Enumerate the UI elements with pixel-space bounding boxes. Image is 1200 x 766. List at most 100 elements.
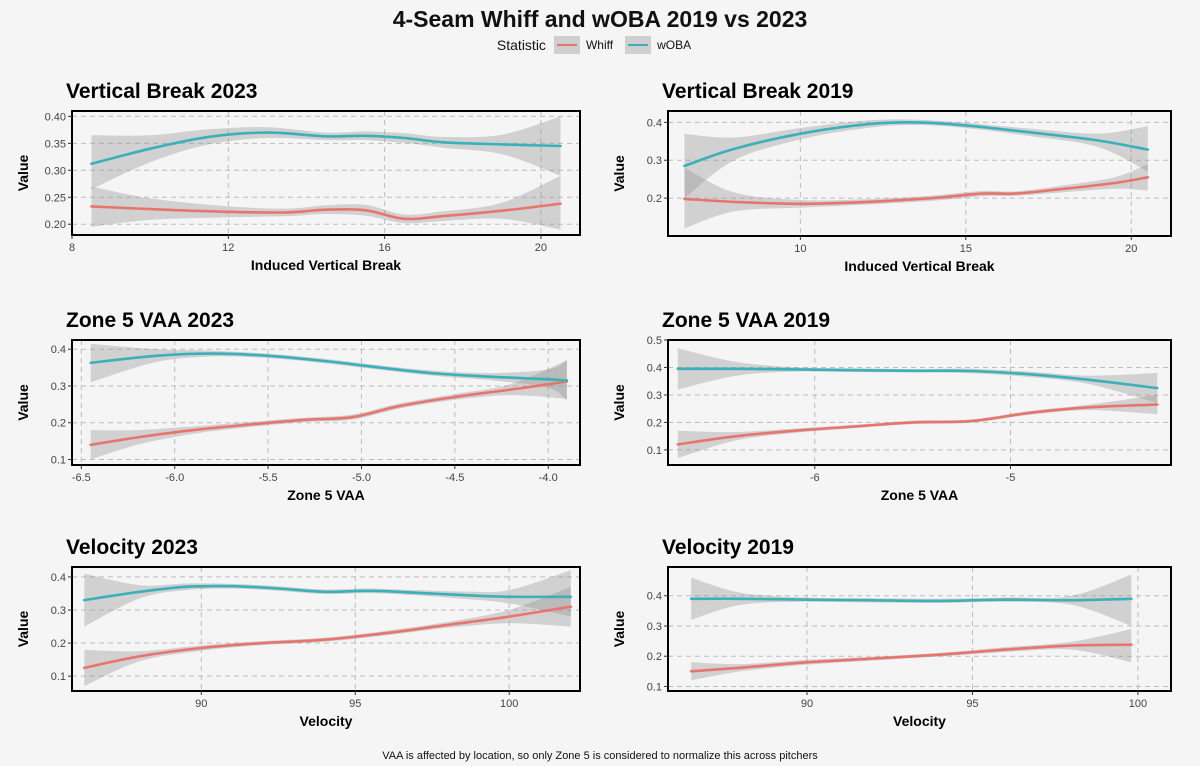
x-tick-label: -6.5 <box>72 472 91 484</box>
series-line-woba <box>90 131 562 166</box>
x-tick-label: -5.5 <box>259 472 278 484</box>
x-tick-label: 90 <box>195 698 207 710</box>
y-tick-label: 0.3 <box>647 621 662 633</box>
x-tick-label: 12 <box>222 242 234 254</box>
y-tick-label: 0.25 <box>45 192 66 204</box>
y-tick-label: 0.4 <box>51 572 66 584</box>
y-axis-title: Value <box>15 155 31 192</box>
x-tick-label: 20 <box>535 242 547 254</box>
series-line-whiff <box>689 643 1133 673</box>
panel-border <box>667 110 1172 237</box>
y-tick-label: 0.3 <box>51 381 66 393</box>
series-line-woba <box>89 352 569 382</box>
y-tick-label: 0.4 <box>647 591 662 603</box>
series-line-whiff <box>676 403 1159 446</box>
panel-2: Vertical Break 2019 10 15 20 0.2 0.3 0.4 Induce… <box>611 80 1172 274</box>
x-tick-label: 20 <box>1125 243 1137 255</box>
x-tick-label: -6 <box>810 472 820 484</box>
x-tick-label: 10 <box>794 243 806 255</box>
y-axis-title: Value <box>611 155 627 192</box>
x-tick-label: 90 <box>801 698 813 710</box>
panel-5: Velocity 2023 90 95 100 0.1 0.2 0.3 0.4 Velocity… <box>15 536 581 729</box>
y-axis-title: Value <box>611 611 627 648</box>
x-tick-label: -5 <box>1006 472 1016 484</box>
x-axis-title: Induced Vertical Break <box>844 258 994 274</box>
x-tick-label: 100 <box>1129 698 1147 710</box>
panel-title: Velocity 2019 <box>662 536 794 559</box>
panel-border <box>71 566 581 692</box>
y-tick-label: 0.2 <box>51 638 66 650</box>
legend-key-whiff <box>553 36 580 54</box>
y-tick-label: 0.4 <box>647 362 662 374</box>
x-tick-label: 95 <box>349 698 361 710</box>
y-tick-label: 0.4 <box>51 344 66 356</box>
y-tick-label: 0.2 <box>647 651 662 663</box>
panel-3: Zone 5 VAA 2023 -6.5 -6.0 -5.5 -5.0 -4.5 -4.0 0… <box>15 309 581 503</box>
panel-border <box>667 339 1172 466</box>
x-tick-label: 16 <box>378 242 390 254</box>
panel-title: Vertical Break 2019 <box>662 80 853 103</box>
series-line-woba <box>683 121 1150 168</box>
x-tick-label: 95 <box>966 698 978 710</box>
confidence-band-whiff <box>684 164 1148 229</box>
panel-border <box>667 566 1172 692</box>
y-axis-title: Value <box>611 384 627 421</box>
confidence-band-woba <box>90 343 567 401</box>
confidence-band-whiff <box>677 394 1158 459</box>
legend-swatch-whiff <box>556 44 577 46</box>
y-tick-label: 0.40 <box>45 111 66 123</box>
y-tick-label: 0.2 <box>647 417 662 429</box>
series-line-whiff <box>90 202 562 221</box>
series-line-woba <box>689 597 1133 603</box>
legend-swatch-woba <box>628 44 649 46</box>
panel-border <box>71 339 581 466</box>
y-axis-title: Value <box>15 384 31 421</box>
y-tick-label: 0.2 <box>51 418 66 430</box>
confidence-band-woba <box>84 570 571 627</box>
x-tick-label: 15 <box>960 243 972 255</box>
x-tick-label: -6.0 <box>165 472 184 484</box>
panel-4: Zone 5 VAA 2019 -6 -5 0.1 0.2 0.3 0.4 0.5 Zone 5… <box>611 309 1172 503</box>
x-axis-title: Velocity <box>300 713 353 729</box>
y-tick-label: 0.5 <box>647 335 662 347</box>
confidence-band-whiff <box>91 175 561 230</box>
y-tick-label: 0.35 <box>45 138 66 150</box>
legend: Statistic Whiff wOBA <box>0 36 1200 54</box>
chart-title: 4-Seam Whiff and wOBA 2019 vs 2023 <box>392 6 808 32</box>
confidence-band-woba <box>684 119 1148 199</box>
y-tick-label: 0.1 <box>647 445 662 457</box>
y-tick-label: 0.3 <box>647 155 662 167</box>
panel-title: Vertical Break 2023 <box>66 80 257 103</box>
legend-label-whiff: Whiff <box>585 38 614 52</box>
x-tick-label: -4.0 <box>539 472 558 484</box>
panel-1: Vertical Break 2023 8 12 16 20 0.20 0.25 0.30 0.… <box>15 80 581 273</box>
y-tick-label: 0.20 <box>45 219 66 231</box>
footnote: VAA is affected by location, so only Zon… <box>382 750 818 762</box>
series-line-whiff <box>83 605 573 670</box>
y-tick-label: 0.1 <box>51 454 66 466</box>
x-axis-title: Zone 5 VAA <box>287 487 365 503</box>
y-axis-title: Value <box>15 611 31 648</box>
x-tick-label: -5.0 <box>352 472 371 484</box>
panel-title: Zone 5 VAA 2023 <box>66 309 234 332</box>
series-line-whiff <box>89 380 569 447</box>
x-axis-title: Induced Vertical Break <box>251 257 401 273</box>
y-tick-label: 0.1 <box>51 671 66 683</box>
series-line-whiff <box>683 176 1150 206</box>
confidence-band-woba <box>91 116 561 190</box>
series-line-woba <box>83 584 573 602</box>
panel-title: Zone 5 VAA 2019 <box>662 309 830 332</box>
series-line-woba <box>676 367 1159 390</box>
y-tick-label: 0.30 <box>45 165 66 177</box>
panel-6: Velocity 2019 90 95 100 0.1 0.2 0.3 0.4 Velocity… <box>611 536 1172 729</box>
x-tick-label: 8 <box>69 242 75 254</box>
panel-border <box>71 110 581 236</box>
x-tick-label: -4.5 <box>445 472 464 484</box>
y-tick-label: 0.3 <box>51 605 66 617</box>
y-tick-label: 0.4 <box>647 117 662 129</box>
legend-key-woba <box>625 36 652 54</box>
legend-title: Statistic <box>496 37 546 53</box>
panel-title: Velocity 2023 <box>66 536 198 559</box>
confidence-band-whiff <box>691 629 1132 681</box>
